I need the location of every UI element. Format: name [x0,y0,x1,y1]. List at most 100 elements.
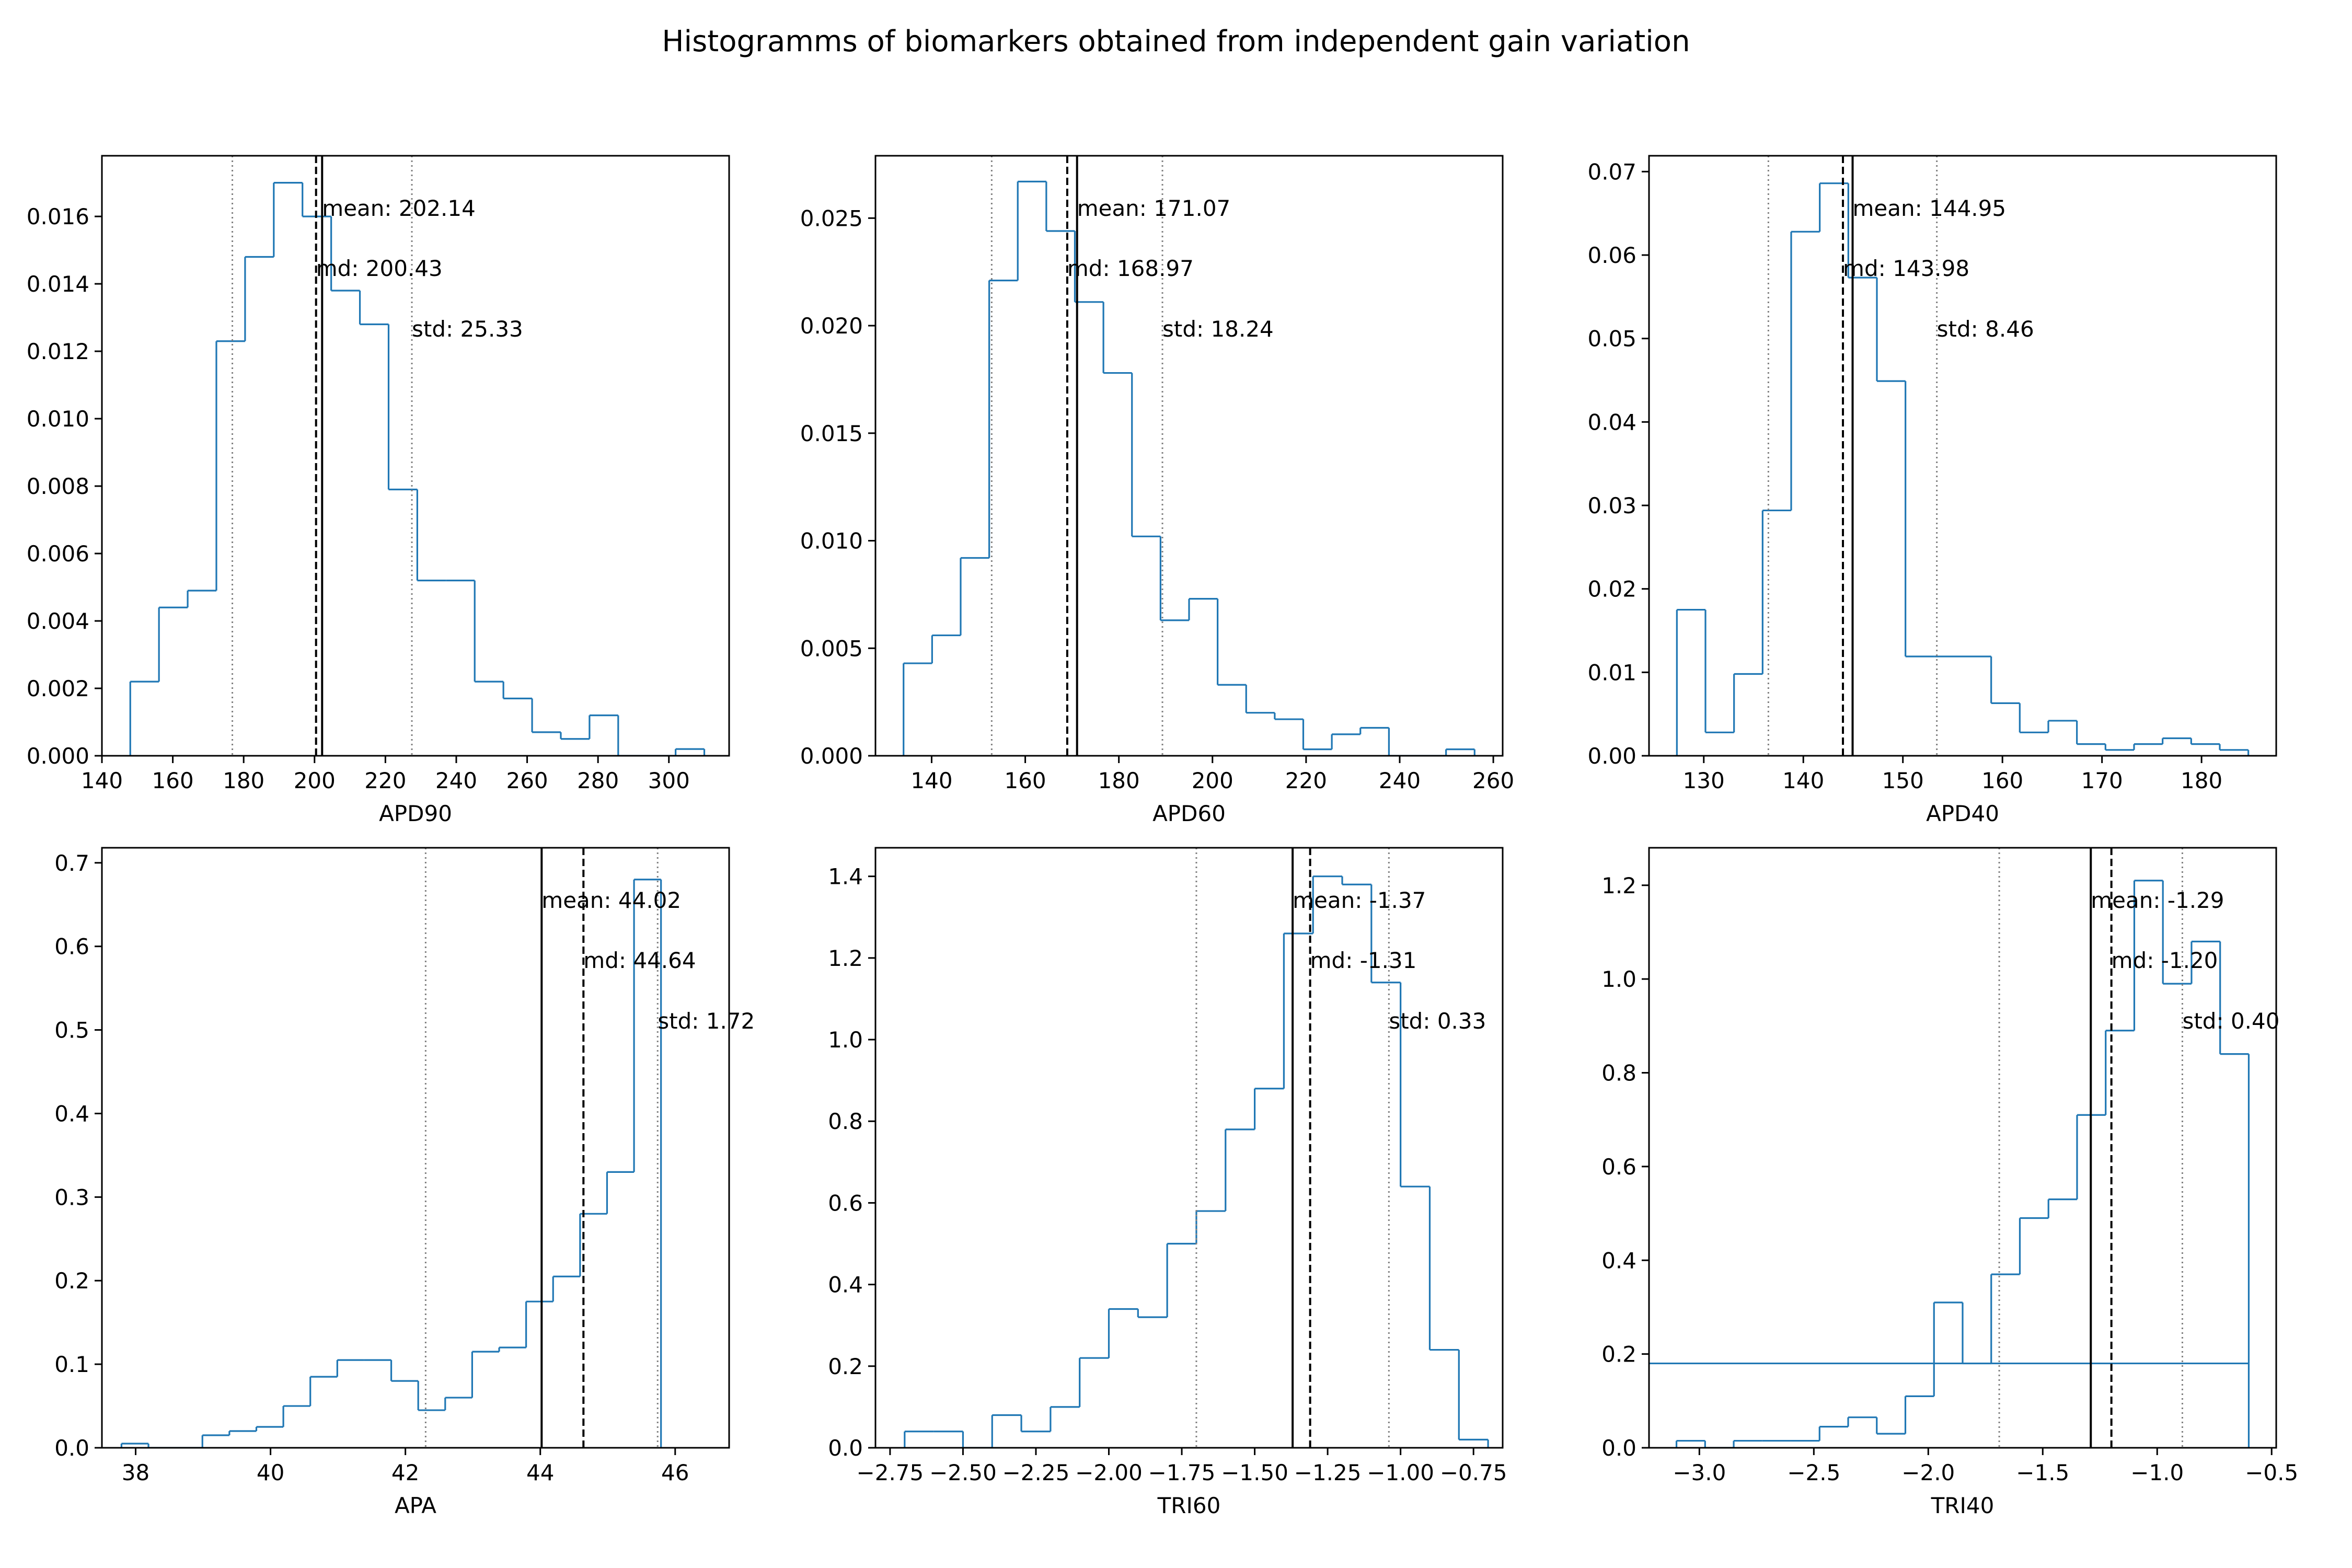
y-tick-label: 0.0 [828,1435,863,1461]
y-tick-label: 0.7 [54,850,89,876]
y-tick-label: 0.2 [1601,1342,1636,1367]
x-tick-label: 44 [526,1460,554,1485]
x-tick-label: −1.75 [1148,1460,1216,1485]
median-annotation: md: -1.31 [1310,948,1417,973]
y-tick-label: 0.2 [54,1268,89,1294]
mean-annotation: mean: 202.14 [322,195,476,221]
y-tick-label: 0.3 [54,1184,89,1210]
y-tick-label: 0.005 [800,636,863,661]
x-tick-label: −3.0 [1673,1460,1726,1485]
y-tick-label: 0.05 [1587,326,1636,352]
x-tick-label: 38 [122,1460,149,1485]
y-tick-label: 0.07 [1587,159,1636,185]
x-tick-label: 40 [257,1460,284,1485]
y-tick-label: 0.012 [27,339,89,364]
y-tick-label: 0.014 [27,271,89,297]
x-tick-label: 42 [391,1460,419,1485]
y-tick-label: 1.4 [828,864,863,890]
x-tick-label: −2.5 [1787,1460,1840,1485]
std-annotation: std: 18.24 [1162,316,1274,342]
x-tick-label: −1.0 [2130,1460,2184,1485]
x-tick-label: 46 [661,1460,689,1485]
x-tick-label: −1.5 [2016,1460,2069,1485]
x-tick-label: −0.75 [1440,1460,1507,1485]
x-axis-label: TRI40 [1931,1493,1994,1518]
x-axis-label: APD40 [1926,801,1999,826]
x-tick-label: 240 [1379,768,1421,793]
mean-annotation: mean: -1.29 [2091,887,2224,913]
x-tick-label: 300 [648,768,690,793]
y-tick-label: 0.010 [27,406,89,432]
x-tick-label: 180 [2181,768,2222,793]
y-tick-label: 0.06 [1587,243,1636,268]
x-tick-label: 240 [435,768,477,793]
x-axis-label: APD60 [1152,801,1226,826]
median-annotation: md: 143.98 [1843,256,1969,281]
x-tick-label: 130 [1683,768,1725,793]
median-annotation: md: -1.20 [2112,948,2218,973]
x-tick-label: −1.25 [1294,1460,1362,1485]
y-tick-label: 0.4 [1601,1248,1636,1273]
y-tick-label: 0.6 [828,1190,863,1216]
y-tick-label: 0.6 [1601,1154,1636,1180]
std-annotation: std: 25.33 [412,316,523,342]
y-tick-label: 0.2 [828,1354,863,1379]
y-tick-label: 1.0 [828,1027,863,1053]
median-annotation: md: 168.97 [1067,256,1194,281]
y-tick-label: 0.04 [1587,409,1636,435]
x-tick-label: −1.50 [1221,1460,1288,1485]
x-tick-label: 200 [1192,768,1233,793]
std-annotation: std: 0.33 [1389,1008,1486,1034]
std-annotation: std: 0.40 [2182,1008,2279,1034]
mean-annotation: mean: -1.37 [1293,887,1426,913]
x-tick-label: 200 [294,768,336,793]
x-tick-label: −2.00 [1075,1460,1143,1485]
x-tick-label: −2.50 [929,1460,997,1485]
x-tick-label: −2.0 [1901,1460,1955,1485]
x-tick-label: −2.25 [1002,1460,1070,1485]
y-tick-label: 0.0 [54,1435,89,1461]
y-tick-label: 0.004 [27,608,89,634]
x-tick-label: 140 [910,768,952,793]
y-tick-label: 0.02 [1587,577,1636,602]
x-tick-label: 260 [1472,768,1514,793]
y-tick-label: 0.6 [54,934,89,960]
mean-annotation: mean: 144.95 [1853,195,2007,221]
y-tick-label: 1.0 [1601,966,1636,992]
x-tick-label: −0.5 [2245,1460,2298,1485]
y-tick-label: 0.000 [800,743,863,769]
y-tick-label: 0.0 [1601,1435,1636,1461]
figure-title: Histogramms of biomarkers obtained from … [662,25,1690,59]
y-tick-label: 0.016 [27,204,89,229]
y-tick-label: 0.002 [27,676,89,701]
x-tick-label: −1.00 [1367,1460,1434,1485]
x-tick-label: 140 [81,768,123,793]
y-tick-label: 0.015 [800,421,863,446]
x-tick-label: −2.75 [857,1460,924,1485]
y-tick-label: 0.006 [27,541,89,567]
x-tick-label: 280 [577,768,619,793]
y-tick-label: 0.8 [828,1109,863,1134]
y-tick-label: 0.025 [800,205,863,231]
median-annotation: md: 200.43 [316,256,443,281]
y-tick-label: 0.8 [1601,1060,1636,1086]
y-tick-label: 0.000 [27,743,89,769]
std-annotation: std: 1.72 [658,1008,755,1034]
y-tick-label: 0.010 [800,528,863,554]
std-annotation: std: 8.46 [1937,316,2034,342]
y-tick-label: 0.4 [54,1101,89,1126]
mean-annotation: mean: 44.02 [541,887,681,913]
x-axis-label: TRI60 [1157,1493,1221,1518]
x-tick-label: 160 [152,768,194,793]
x-tick-label: 160 [1981,768,2023,793]
median-annotation: md: 44.64 [583,948,696,973]
x-tick-label: 260 [506,768,548,793]
y-tick-label: 0.020 [800,313,863,339]
x-tick-label: 150 [1882,768,1924,793]
x-tick-label: 180 [1098,768,1140,793]
x-tick-label: 140 [1782,768,1824,793]
x-tick-label: 160 [1004,768,1046,793]
x-tick-label: 180 [223,768,264,793]
x-tick-label: 170 [2081,768,2123,793]
